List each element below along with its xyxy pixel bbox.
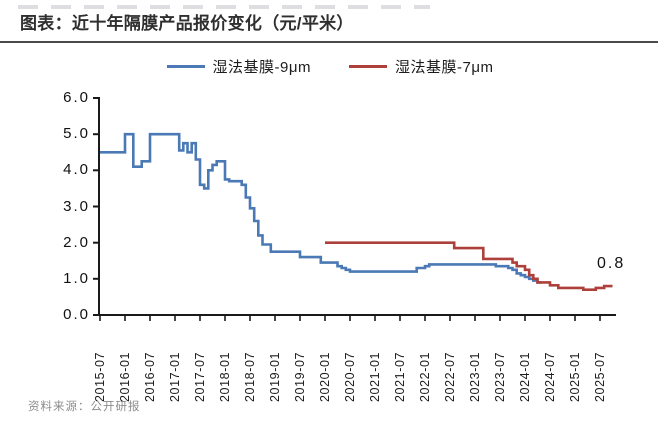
legend-label-7um: 湿法基膜-7μm (395, 59, 494, 76)
chart-legend: 湿法基膜-9μm 湿法基膜-7μm (0, 56, 660, 77)
x-tick-label: 2024-07 (543, 351, 557, 402)
y-tick-label: 1.0 (63, 269, 90, 287)
legend-item-9um: 湿法基膜-9μm (166, 56, 311, 77)
x-tick-label: 2022-01 (418, 351, 432, 402)
x-tick-label: 2021-01 (368, 351, 382, 402)
page-title: 图表：近十年隔膜产品报价变化（元/平米） (20, 14, 354, 33)
y-tick-label: 0.0 (63, 306, 90, 323)
legend-item-7um: 湿法基膜-7μm (349, 56, 493, 77)
x-tick-label: 2019-07 (293, 351, 307, 402)
x-tick-label: 2018-01 (218, 351, 232, 402)
x-tick-label: 2020-07 (343, 351, 357, 402)
x-tick-label: 2020-01 (318, 351, 332, 402)
y-tick-label: 2.0 (63, 233, 90, 251)
x-tick-label: 2017-01 (168, 351, 182, 402)
x-tick-label: 2017-07 (193, 351, 207, 402)
series-line-7um (325, 241, 613, 291)
legend-line-swatch-red (349, 65, 387, 68)
legend-label-9um: 湿法基膜-9μm (212, 59, 311, 76)
y-tick-label: 4.0 (63, 161, 90, 179)
x-tick-label: 2015-07 (93, 351, 107, 402)
series-line-9um (100, 132, 542, 284)
x-tick-label: 2018-07 (243, 351, 257, 402)
source-note: 资料来源：公开研报 (28, 401, 141, 413)
y-tick-label: 5.0 (63, 125, 90, 143)
x-tick-label: 2019-01 (268, 351, 282, 402)
x-tick-label: 2024-01 (518, 351, 532, 402)
title-divider (0, 41, 658, 43)
x-tick-label: 2016-01 (118, 351, 132, 402)
legend-line-swatch-blue (166, 65, 205, 68)
x-tick-label: 2025-07 (593, 351, 607, 402)
x-tick-label: 2022-07 (443, 351, 457, 402)
cropped-text-remnant (18, 5, 430, 9)
x-tick-label: 2023-01 (468, 351, 482, 402)
x-tick-label: 2016-07 (143, 351, 157, 402)
y-tick-label: 6.0 (63, 89, 90, 106)
last-value-annotation: 0.8 (597, 255, 626, 272)
x-tick-label: 2021-07 (393, 351, 407, 402)
x-tick-label: 2023-07 (493, 351, 507, 402)
x-tick-label: 2025-01 (568, 351, 582, 402)
y-tick-label: 3.0 (63, 197, 90, 215)
